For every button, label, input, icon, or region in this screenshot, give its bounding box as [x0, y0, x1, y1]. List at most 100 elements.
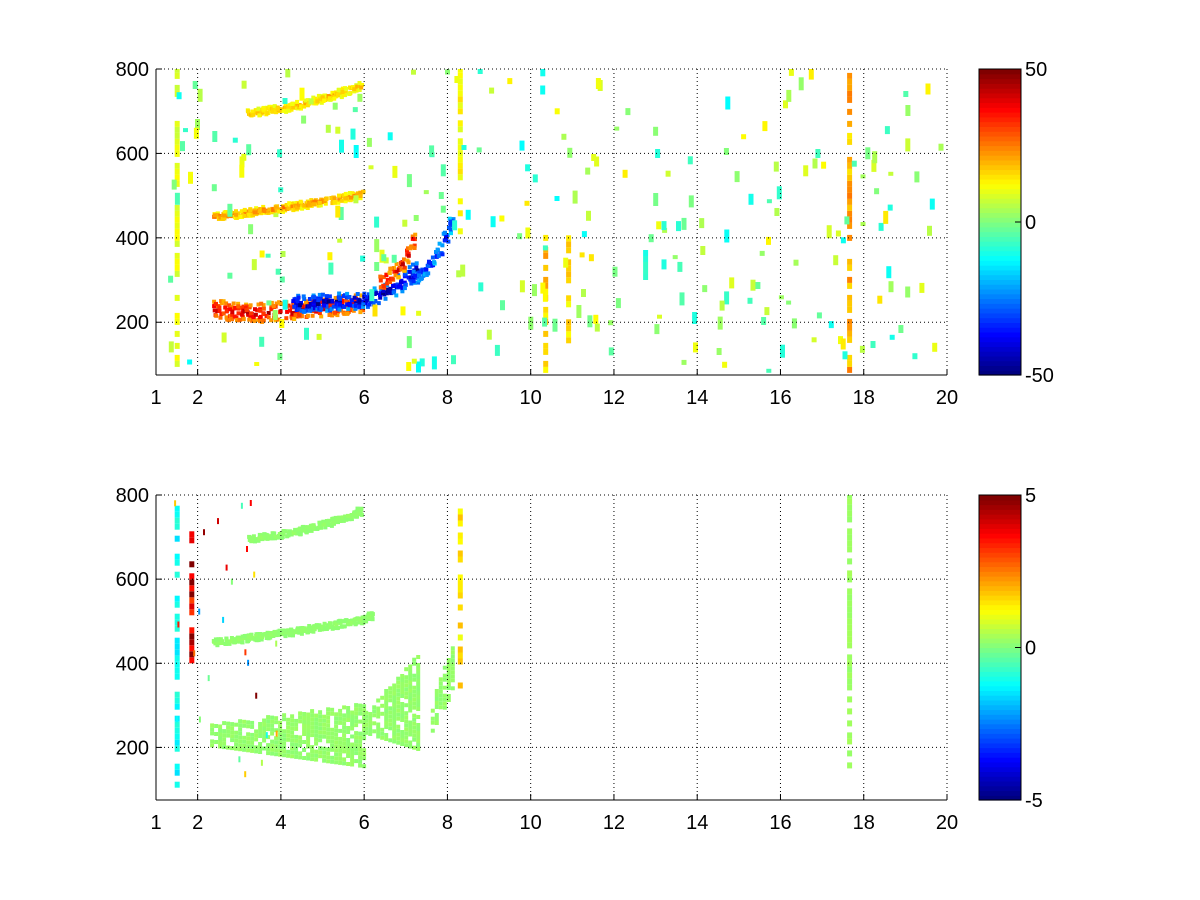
heatmap-band-4-cell — [302, 626, 307, 631]
heatmap-speckle-cell — [489, 87, 495, 94]
heatmap-speckle-cell — [593, 314, 599, 324]
heatmap-speckle-cell — [925, 83, 931, 95]
heatmap-band-5-cell — [215, 213, 220, 218]
colorbar-step — [979, 288, 1021, 295]
heatmap-band-4-cell — [426, 271, 431, 276]
heatmap-region-2-cell — [404, 703, 409, 708]
heatmap-column-7-cell — [457, 69, 463, 73]
heatmap-speckle-cell — [887, 204, 893, 211]
heatmap-band-4-cell — [287, 631, 292, 636]
heatmap-band-4-cell — [447, 216, 452, 221]
heatmap-region-1-cell — [302, 728, 307, 732]
heatmap-speckle-cell — [747, 297, 753, 304]
heatmap-column-9-cell — [189, 597, 195, 604]
heatmap-region-2-cell — [412, 697, 417, 702]
heatmap-band-1-cell — [314, 309, 319, 314]
heatmap-column-8-cell — [847, 258, 853, 265]
heatmap-band-4-cell — [334, 622, 339, 627]
heatmap-speckle-cell — [197, 88, 203, 102]
heatmap-band-5-cell — [267, 207, 272, 212]
heatmap-region-2-cell — [404, 679, 409, 684]
heatmap-speckle-cell — [844, 216, 850, 225]
heatmap-speckle-cell — [327, 252, 333, 261]
heatmap-speckle-cell — [413, 215, 419, 221]
heatmap-speckle-cell — [622, 169, 628, 178]
heatmap-region-1-cell — [346, 710, 351, 714]
heatmap-speckle-cell — [676, 221, 681, 232]
heatmap-band-4-cell — [246, 637, 251, 642]
heatmap-region-1-cell — [250, 736, 255, 741]
heatmap-band-4-cell — [426, 263, 431, 268]
heatmap-column-7-cell — [847, 660, 853, 667]
heatmap-region-1-cell — [326, 727, 331, 732]
heatmap-column-7-cell — [847, 498, 853, 505]
heatmap-band-5-cell — [235, 215, 240, 220]
heatmap-band-5-cell — [298, 199, 303, 204]
heatmap-speckle-cell — [419, 358, 425, 367]
heatmap-band-4-cell — [299, 631, 304, 636]
heatmap-region-1-cell — [318, 714, 323, 719]
heatmap-column-9-cell — [174, 228, 180, 235]
heatmap-region-2-cell — [404, 667, 409, 672]
heatmap-region-1-cell — [274, 744, 279, 749]
heatmap-column-6-cell — [457, 658, 463, 665]
colorbar-step — [979, 159, 1021, 166]
heatmap-region-3-cell — [438, 685, 443, 690]
heatmap-region-2-cell — [392, 715, 397, 720]
heatmap-band-5-cell — [347, 517, 352, 522]
heatmap-region-2-cell — [396, 680, 401, 685]
heatmap-band-4-cell — [257, 635, 262, 640]
heatmap-column-7-cell — [457, 108, 463, 115]
heatmap-region-1-cell — [346, 750, 351, 754]
heatmap-region-3-cell — [446, 678, 451, 682]
heatmap-region-2-cell — [404, 731, 409, 736]
heatmap-speckle-cell — [222, 616, 225, 623]
heatmap-band-6-cell — [299, 104, 304, 109]
heatmap-band-6-cell — [283, 103, 288, 108]
heatmap-speckle-cell — [494, 344, 500, 356]
x-tick-label: 8 — [442, 812, 453, 834]
heatmap-region-2-cell — [416, 679, 421, 683]
heatmap-region-1-cell — [274, 720, 279, 725]
heatmap-band-4-cell — [317, 627, 322, 632]
heatmap-speckle-cell — [353, 195, 359, 204]
heatmap-speckle-cell — [594, 156, 600, 167]
heatmap-band-1-cell — [327, 304, 332, 309]
heatmap-region-2-cell — [396, 724, 401, 729]
colorbar-step — [979, 657, 1021, 663]
heatmap-band-1-cell — [241, 304, 246, 309]
heatmap-band-5-cell — [290, 204, 295, 209]
heatmap-region-1-cell — [362, 724, 367, 729]
colorbar-step — [979, 566, 1021, 572]
heatmap-band-4-cell — [284, 628, 288, 633]
heatmap-band-5-cell — [300, 206, 305, 211]
heatmap-region-1-cell — [346, 714, 351, 718]
colorbar-tick-label: 50 — [1025, 59, 1047, 81]
heatmap-band-3-cell — [402, 257, 406, 262]
heatmap-speckle-cell — [828, 321, 834, 329]
heatmap-column-9-cell — [174, 180, 180, 187]
heatmap-region-2-cell — [392, 687, 397, 692]
heatmap-column-9-cell — [189, 561, 195, 568]
heatmap-region-2-cell — [388, 686, 393, 691]
heatmap-band-1-cell — [345, 311, 350, 316]
heatmap-band-4-cell — [411, 269, 416, 274]
heatmap-band-5-cell — [347, 191, 352, 195]
colorbar-step — [979, 207, 1021, 214]
heatmap-region-3-cell — [430, 728, 435, 733]
colorbar-step — [979, 226, 1021, 233]
heatmap-band-4-cell — [435, 247, 440, 252]
heatmap-region-1-cell — [258, 750, 263, 754]
heatmap-band-5-cell — [234, 212, 238, 217]
heatmap-region-2-cell — [416, 703, 421, 707]
heatmap-region-1-cell — [314, 741, 319, 746]
heatmap-band-1-cell — [278, 309, 283, 314]
heatmap-column-9-cell — [174, 360, 180, 367]
heatmap-region-1-cell — [330, 735, 335, 740]
colorbar-step — [979, 752, 1021, 758]
colorbar-step — [979, 599, 1021, 606]
heatmap-region-1-cell — [362, 756, 367, 761]
heatmap-band-2-cell — [391, 290, 396, 295]
heatmap-speckle-cell — [251, 259, 257, 271]
